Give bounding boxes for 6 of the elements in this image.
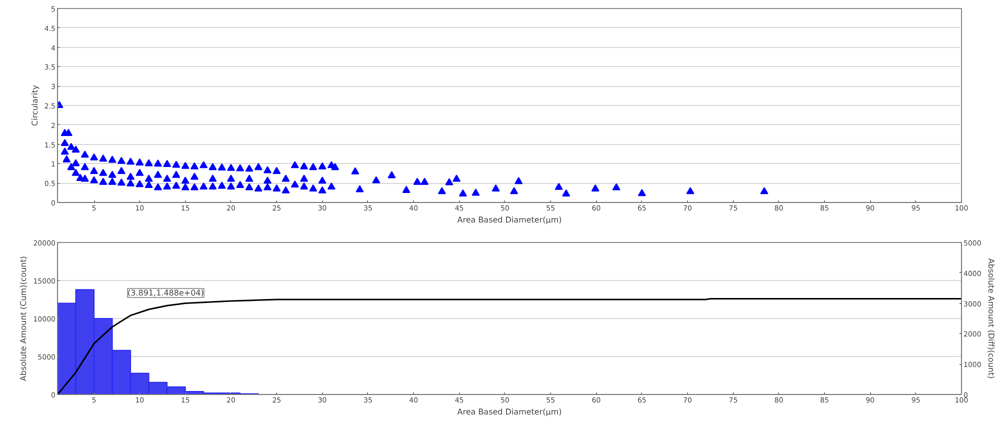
y2-axis-title: Absolute Amount (Diff)(count)	[986, 258, 996, 379]
annotation: (3.891,1.488e+04)	[128, 288, 204, 298]
x-axis-title: Area Based Diameter(μm)	[457, 216, 562, 224]
x-axis-title: Area Based Diameter(μm)	[457, 408, 562, 416]
y-axis-title: Circularity	[30, 84, 40, 126]
y-axis-title: Absolute Amount (Cum)(count)	[19, 256, 28, 381]
